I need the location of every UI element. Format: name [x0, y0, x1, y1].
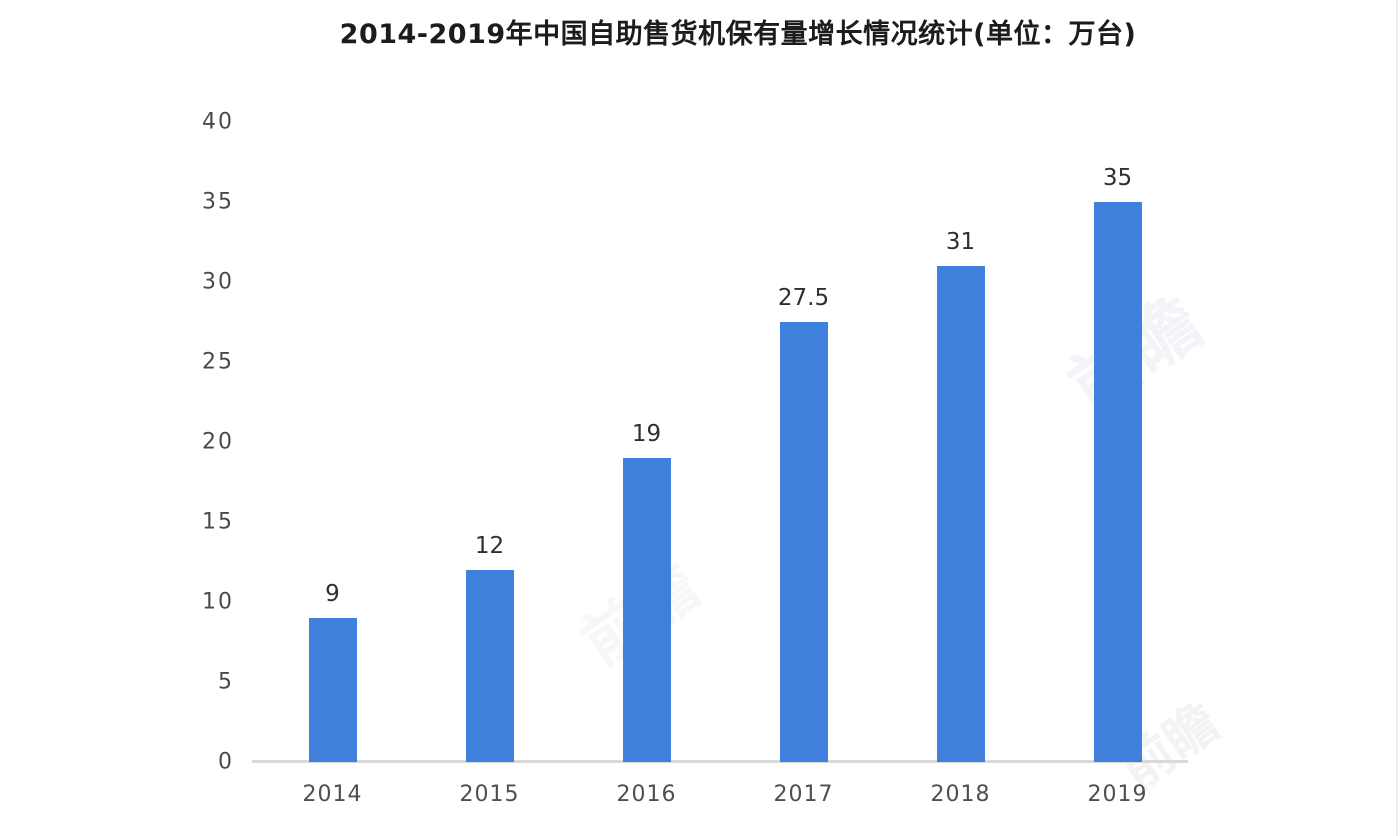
- y-axis-tick-label: 20: [202, 429, 234, 455]
- x-axis-tick-label: 2018: [930, 782, 991, 807]
- bar-value-label: 31: [945, 229, 976, 255]
- x-axis-tick-label: 2014: [302, 782, 363, 807]
- chart-title: 2014-2019年中国自助售货机保有量增长情况统计(单位：万台): [339, 19, 1137, 50]
- y-axis-tick-label: 0: [218, 749, 234, 775]
- x-axis-tick-label: 2016: [616, 782, 677, 807]
- bar-value-label: 27.5: [777, 285, 830, 311]
- bar-2018: [936, 266, 985, 762]
- bar-2019: [1093, 202, 1142, 762]
- bar-value-label: 12: [474, 533, 505, 559]
- y-axis-tick-label: 40: [202, 109, 234, 135]
- bar-2015: [465, 570, 514, 762]
- bar-2016: [622, 458, 671, 762]
- bar-value-label: 35: [1102, 165, 1133, 191]
- bar-2017: [779, 322, 828, 762]
- right-edge-line: [1396, 0, 1398, 836]
- x-axis-line: [252, 760, 1188, 763]
- y-axis-tick-label: 25: [202, 349, 234, 375]
- bar-value-label: 19: [631, 421, 662, 447]
- y-axis-tick-label: 10: [202, 589, 234, 615]
- bar-value-label: 9: [325, 581, 340, 607]
- y-axis-tick-label: 5: [218, 669, 234, 695]
- y-axis-tick-label: 30: [202, 269, 234, 295]
- y-axis-tick-label: 15: [202, 509, 234, 535]
- x-axis-tick-label: 2019: [1087, 782, 1148, 807]
- bar-2014: [308, 618, 357, 762]
- y-axis-tick-label: 35: [202, 189, 234, 215]
- x-axis-tick-label: 2015: [459, 782, 520, 807]
- x-axis-tick-label: 2017: [773, 782, 834, 807]
